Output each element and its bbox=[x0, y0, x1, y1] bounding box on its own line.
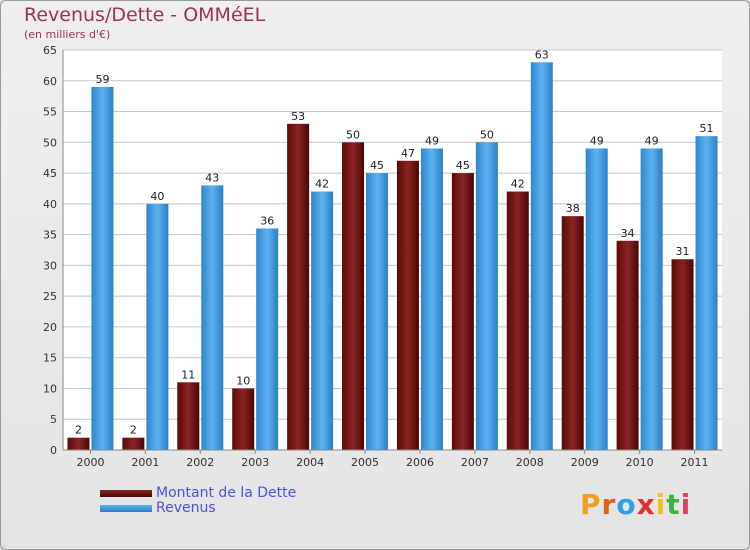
data-label-revenus: 51 bbox=[700, 122, 714, 135]
data-label-revenus: 49 bbox=[645, 134, 659, 147]
bar-dette bbox=[287, 123, 310, 450]
y-tick-label: 35 bbox=[43, 229, 57, 242]
legend-label-revenus: Revenus bbox=[156, 500, 216, 516]
data-label-dette: 11 bbox=[181, 368, 195, 381]
y-tick-label: 20 bbox=[43, 321, 57, 334]
bar-dette bbox=[122, 437, 145, 450]
bar-dette bbox=[561, 216, 584, 450]
bar-dette bbox=[67, 437, 90, 450]
y-tick-label: 55 bbox=[43, 106, 57, 119]
logo-letter: i bbox=[680, 488, 692, 521]
proxiti-logo: Proxiti bbox=[580, 488, 691, 521]
y-tick-label: 5 bbox=[50, 413, 57, 426]
bar-revenus bbox=[475, 142, 498, 451]
data-label-dette: 38 bbox=[566, 202, 580, 215]
data-label-revenus: 36 bbox=[260, 214, 274, 227]
legend-item-dette: Montant de la Dette bbox=[100, 486, 296, 501]
bar-revenus bbox=[530, 62, 553, 451]
y-tick-label: 0 bbox=[50, 444, 57, 457]
bar-dette bbox=[671, 259, 694, 450]
y-tick-label: 60 bbox=[43, 75, 57, 88]
data-label-dette: 45 bbox=[456, 159, 470, 172]
y-tick-label: 45 bbox=[43, 167, 57, 180]
data-label-dette: 34 bbox=[621, 227, 635, 240]
x-tick-label: 2005 bbox=[351, 456, 379, 469]
data-label-dette: 10 bbox=[236, 374, 250, 387]
data-label-revenus: 49 bbox=[590, 134, 604, 147]
data-label-dette: 47 bbox=[401, 147, 415, 160]
data-label-revenus: 45 bbox=[370, 159, 384, 172]
y-tick-label: 25 bbox=[43, 290, 57, 303]
logo-letter: x bbox=[636, 488, 656, 521]
bar-dette bbox=[177, 382, 200, 450]
x-tick-label: 2000 bbox=[76, 456, 104, 469]
data-label-dette: 42 bbox=[511, 178, 525, 191]
x-tick-label: 2011 bbox=[681, 456, 709, 469]
chart-title: Revenus/Dette - OMMéEL bbox=[24, 4, 266, 26]
data-label-revenus: 59 bbox=[95, 73, 109, 86]
logo-letter: r bbox=[601, 488, 617, 521]
data-label-dette: 31 bbox=[676, 245, 690, 258]
data-label-revenus: 49 bbox=[425, 134, 439, 147]
data-label-dette: 50 bbox=[346, 128, 360, 141]
x-tick-label: 2004 bbox=[296, 456, 324, 469]
legend-item-revenus: Revenus bbox=[100, 501, 296, 516]
bar-dette bbox=[232, 388, 255, 450]
data-label-dette: 53 bbox=[291, 110, 305, 123]
bar-revenus bbox=[201, 185, 224, 450]
x-tick-label: 2001 bbox=[131, 456, 159, 469]
logo-letter: P bbox=[580, 488, 602, 521]
bar-dette bbox=[396, 160, 419, 450]
logo-letter: i bbox=[655, 488, 667, 521]
x-tick-label: 2010 bbox=[626, 456, 654, 469]
chart-legend: Montant de la Dette Revenus bbox=[100, 486, 296, 516]
data-label-revenus: 40 bbox=[150, 190, 164, 203]
data-label-revenus: 50 bbox=[480, 128, 494, 141]
data-label-dette: 2 bbox=[75, 424, 82, 437]
y-tick-label: 65 bbox=[43, 44, 57, 57]
bar-dette bbox=[342, 142, 365, 451]
logo-letter: o bbox=[616, 488, 637, 521]
legend-swatch-revenus bbox=[100, 505, 152, 512]
x-tick-label: 2003 bbox=[241, 456, 269, 469]
chart-subtitle: (en milliers d'€) bbox=[24, 28, 111, 41]
bar-revenus bbox=[585, 148, 608, 450]
bar-revenus bbox=[366, 173, 389, 451]
x-tick-label: 2006 bbox=[406, 456, 434, 469]
bar-revenus bbox=[146, 203, 169, 450]
plot-area bbox=[63, 50, 722, 450]
logo-letter: t bbox=[666, 488, 681, 521]
data-label-revenus: 63 bbox=[535, 48, 549, 61]
data-label-revenus: 42 bbox=[315, 178, 329, 191]
bar-revenus bbox=[420, 148, 443, 450]
x-tick-label: 2002 bbox=[186, 456, 214, 469]
data-label-revenus: 43 bbox=[205, 171, 219, 184]
y-tick-label: 40 bbox=[43, 198, 57, 211]
legend-swatch-dette bbox=[100, 490, 152, 497]
bar-revenus bbox=[311, 191, 334, 451]
x-tick-label: 2009 bbox=[571, 456, 599, 469]
y-tick-label: 30 bbox=[43, 259, 57, 272]
y-tick-label: 10 bbox=[43, 382, 57, 395]
bar-dette bbox=[616, 240, 639, 450]
bar-revenus bbox=[640, 148, 663, 450]
y-tick-label: 50 bbox=[43, 136, 57, 149]
y-tick-label: 15 bbox=[43, 352, 57, 365]
bar-dette bbox=[451, 173, 474, 451]
x-tick-label: 2007 bbox=[461, 456, 489, 469]
legend-label-dette: Montant de la Dette bbox=[156, 485, 297, 501]
bar-dette bbox=[506, 191, 529, 451]
bar-revenus bbox=[695, 136, 718, 450]
data-label-dette: 2 bbox=[130, 424, 137, 437]
x-tick-label: 2008 bbox=[516, 456, 544, 469]
bar-revenus bbox=[256, 228, 279, 450]
bar-revenus bbox=[91, 86, 114, 450]
